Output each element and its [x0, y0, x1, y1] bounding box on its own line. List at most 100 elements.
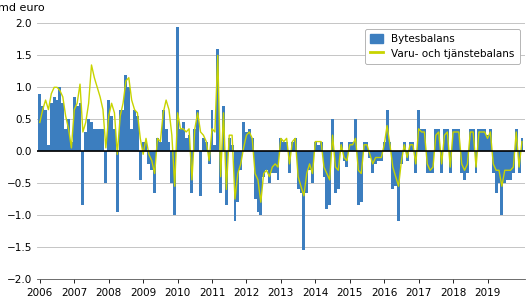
- Bar: [233, 151, 236, 221]
- Bar: [90, 122, 93, 151]
- Bar: [214, 145, 216, 151]
- Bar: [174, 151, 176, 215]
- Bar: [73, 97, 76, 151]
- Bar: [414, 151, 417, 173]
- Bar: [194, 129, 196, 151]
- Bar: [87, 119, 90, 151]
- Bar: [182, 122, 185, 151]
- Bar: [480, 129, 483, 151]
- Bar: [423, 129, 426, 151]
- Bar: [44, 110, 47, 151]
- Bar: [343, 151, 345, 161]
- Bar: [512, 151, 515, 173]
- Bar: [211, 110, 214, 151]
- Bar: [136, 116, 139, 151]
- Bar: [282, 142, 285, 151]
- Bar: [308, 151, 311, 170]
- Bar: [311, 151, 314, 183]
- Bar: [165, 129, 168, 151]
- Bar: [47, 145, 50, 151]
- Bar: [345, 151, 348, 167]
- Bar: [251, 138, 253, 151]
- Bar: [64, 129, 67, 151]
- Bar: [265, 151, 268, 170]
- Bar: [478, 129, 480, 151]
- Bar: [76, 106, 79, 151]
- Bar: [340, 142, 343, 151]
- Bar: [236, 151, 239, 202]
- Bar: [67, 119, 70, 151]
- Bar: [337, 151, 340, 189]
- Bar: [469, 129, 472, 151]
- Bar: [386, 110, 388, 151]
- Bar: [351, 142, 354, 151]
- Bar: [466, 151, 469, 173]
- Bar: [420, 129, 423, 151]
- Bar: [331, 119, 334, 151]
- Bar: [303, 151, 305, 250]
- Bar: [440, 151, 443, 173]
- Bar: [159, 142, 162, 151]
- Bar: [348, 142, 351, 151]
- Bar: [417, 110, 420, 151]
- Bar: [144, 142, 148, 151]
- Bar: [403, 142, 406, 151]
- Bar: [377, 151, 380, 161]
- Bar: [495, 151, 498, 193]
- Bar: [452, 129, 454, 151]
- Bar: [122, 110, 124, 151]
- Bar: [196, 110, 199, 151]
- Bar: [188, 135, 190, 151]
- Bar: [325, 151, 329, 209]
- Bar: [190, 151, 194, 193]
- Bar: [475, 151, 478, 173]
- Bar: [492, 151, 495, 173]
- Bar: [41, 106, 44, 151]
- Bar: [397, 151, 400, 221]
- Bar: [460, 151, 463, 173]
- Bar: [329, 151, 331, 205]
- Bar: [408, 142, 412, 151]
- Bar: [503, 151, 506, 183]
- Bar: [449, 151, 452, 173]
- Bar: [463, 151, 466, 180]
- Bar: [383, 142, 386, 151]
- Bar: [323, 151, 325, 177]
- Bar: [110, 116, 113, 151]
- Bar: [156, 138, 159, 151]
- Bar: [406, 151, 408, 161]
- Bar: [153, 151, 156, 193]
- Bar: [81, 151, 84, 205]
- Bar: [428, 151, 432, 173]
- Bar: [426, 151, 428, 173]
- Bar: [357, 151, 360, 205]
- Bar: [299, 151, 303, 193]
- Bar: [222, 106, 225, 151]
- Bar: [294, 138, 297, 151]
- Bar: [142, 142, 144, 151]
- Bar: [225, 151, 228, 205]
- Bar: [432, 151, 434, 173]
- Bar: [368, 151, 371, 158]
- Bar: [305, 151, 308, 193]
- Bar: [277, 151, 279, 180]
- Bar: [262, 151, 265, 177]
- Bar: [486, 135, 489, 151]
- Bar: [434, 129, 437, 151]
- Bar: [150, 151, 153, 170]
- Bar: [518, 151, 521, 173]
- Bar: [412, 142, 414, 151]
- Bar: [271, 151, 273, 173]
- Bar: [391, 151, 394, 189]
- Bar: [56, 100, 59, 151]
- Bar: [139, 151, 142, 180]
- Bar: [118, 110, 122, 151]
- Bar: [50, 103, 53, 151]
- Bar: [179, 129, 182, 151]
- Bar: [61, 103, 64, 151]
- Bar: [354, 119, 357, 151]
- Bar: [400, 151, 403, 164]
- Bar: [96, 129, 99, 151]
- Bar: [70, 142, 73, 151]
- Bar: [39, 94, 41, 151]
